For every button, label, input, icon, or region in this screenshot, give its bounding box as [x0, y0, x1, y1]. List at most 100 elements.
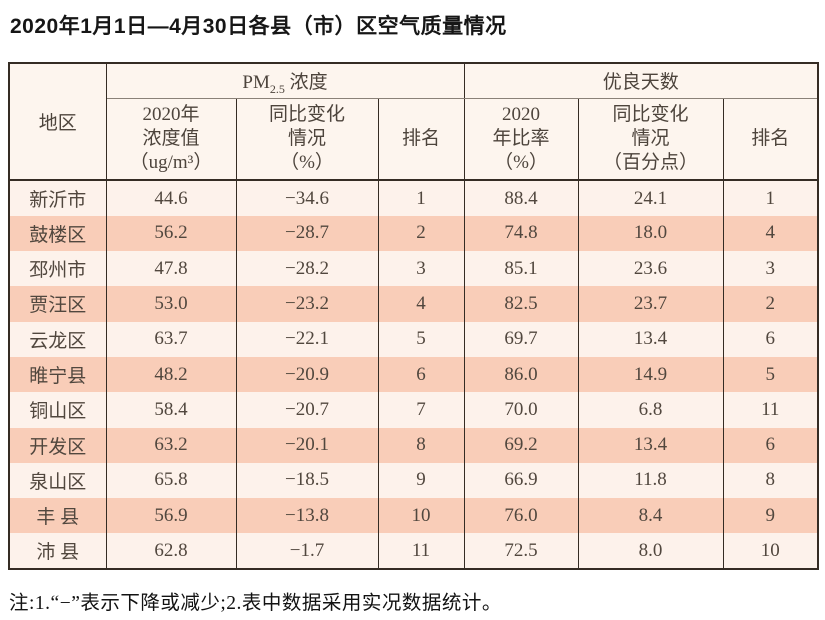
pm-value-cell: 58.4	[105, 392, 237, 428]
pm-change-cell: −23.2	[235, 286, 379, 322]
pm-rank-cell: 11	[377, 533, 465, 569]
table-row: 鼓楼区 56.2 −28.7 2 74.8 18.0 4	[8, 215, 819, 252]
good-change-cell: 23.6	[577, 251, 724, 287]
table-row: 丰 县 56.9 −13.8 10 76.0 8.4 9	[8, 498, 819, 534]
good-rank-cell: 6	[722, 427, 819, 463]
table-row: 沛 县 62.8 −1.7 11 72.5 8.0 10	[8, 533, 819, 569]
good-rate-cell: 69.2	[463, 427, 579, 463]
pm-change-cell: −28.2	[235, 251, 379, 287]
pm-rank-cell: 9	[377, 462, 465, 499]
pm-value-column-header: 2020年 浓度值 （ug/m³）	[105, 98, 237, 182]
pm-change-cell: −20.1	[235, 427, 379, 463]
table-row: 泉山区 65.8 −18.5 9 66.9 11.8 8	[8, 462, 819, 499]
air-quality-table: 地区 PM2.5 浓度 优良天数 2020年 浓度值 （ug/m³） 同比变化 …	[8, 62, 820, 570]
page-title: 2020年1月1日—4月30日各县（市）区空气质量情况	[10, 15, 507, 38]
good-rank-column-header: 排名	[722, 98, 819, 182]
table-row: 开发区 63.2 −20.1 8 69.2 13.4 6	[8, 427, 819, 463]
good-rate-cell: 76.0	[463, 498, 579, 534]
pm-rank-cell: 5	[377, 321, 465, 357]
region-cell: 睢宁县	[8, 356, 107, 393]
pm25-group-header: PM2.5 浓度	[105, 63, 465, 99]
good-rate-cell: 85.1	[463, 251, 579, 287]
pm-value-cell: 56.9	[105, 498, 237, 534]
pm-rank-cell: 8	[377, 427, 465, 463]
pm-value-cell: 48.2	[105, 356, 237, 393]
region-cell: 铜山区	[8, 392, 107, 428]
good-change-cell: 11.8	[577, 462, 724, 499]
good-rank-cell: 4	[722, 215, 819, 252]
good-change-cell: 24.1	[577, 180, 724, 216]
footnote: 注:1.“−”表示下降或减少;2.表中数据采用实况数据统计。	[9, 593, 502, 614]
pm-change-cell: −1.7	[235, 533, 379, 569]
good-rate-column-header: 2020 年比率 （%）	[463, 98, 579, 182]
pm-change-cell: −22.1	[235, 321, 379, 357]
table-header: 地区 PM2.5 浓度 优良天数 2020年 浓度值 （ug/m³） 同比变化 …	[8, 63, 819, 182]
pm25-label-suffix: 浓度	[284, 72, 328, 94]
good-days-group-header: 优良天数	[463, 63, 819, 99]
pm-change-column-header: 同比变化 情况 （%）	[235, 98, 379, 182]
region-column-header: 地区	[8, 63, 107, 182]
good-rank-cell: 2	[722, 286, 819, 322]
pm-value-cell: 47.8	[105, 251, 237, 287]
pm-change-cell: −34.6	[235, 180, 379, 216]
good-rate-cell: 82.5	[463, 286, 579, 322]
group-header-row: 地区 PM2.5 浓度 优良天数	[8, 63, 819, 182]
good-rank-cell: 6	[722, 321, 819, 357]
table-row: 云龙区 63.7 −22.1 5 69.7 13.4 6	[8, 321, 819, 357]
good-rate-cell: 72.5	[463, 533, 579, 569]
region-cell: 云龙区	[8, 321, 107, 357]
table-row: 铜山区 58.4 −20.7 7 70.0 6.8 11	[8, 392, 819, 428]
pm-value-cell: 53.0	[105, 286, 237, 322]
good-change-cell: 8.0	[577, 533, 724, 569]
pm-rank-cell: 10	[377, 498, 465, 534]
table-row: 邳州市 47.8 −28.2 3 85.1 23.6 3	[8, 251, 819, 287]
region-cell: 新沂市	[8, 180, 107, 216]
good-change-cell: 14.9	[577, 356, 724, 393]
good-rank-cell: 8	[722, 462, 819, 499]
good-rate-cell: 69.7	[463, 321, 579, 357]
good-rank-cell: 11	[722, 392, 819, 428]
good-rate-cell: 66.9	[463, 462, 579, 499]
pm-change-cell: −18.5	[235, 462, 379, 499]
pm-rank-cell: 3	[377, 251, 465, 287]
pm-change-cell: −28.7	[235, 215, 379, 252]
region-cell: 鼓楼区	[8, 215, 107, 252]
pm-rank-cell: 4	[377, 286, 465, 322]
pm-rank-cell: 1	[377, 180, 465, 216]
good-rank-cell: 3	[722, 251, 819, 287]
pm-change-cell: −20.7	[235, 392, 379, 428]
pm-value-cell: 63.7	[105, 321, 237, 357]
good-change-column-header: 同比变化 情况 （百分点）	[577, 98, 724, 182]
good-rate-cell: 70.0	[463, 392, 579, 428]
good-change-cell: 18.0	[577, 215, 724, 252]
table-body: 新沂市 44.6 −34.6 1 88.4 24.1 1 鼓楼区 56.2 −2…	[8, 180, 819, 569]
region-cell: 邳州市	[8, 251, 107, 287]
good-rank-cell: 9	[722, 498, 819, 534]
pm-rank-cell: 2	[377, 215, 465, 252]
pm25-label-prefix: PM	[242, 72, 270, 94]
good-rate-cell: 86.0	[463, 356, 579, 393]
good-change-cell: 13.4	[577, 427, 724, 463]
good-rate-cell: 88.4	[463, 180, 579, 216]
good-rate-cell: 74.8	[463, 215, 579, 252]
good-rank-cell: 10	[722, 533, 819, 569]
pm-rank-cell: 6	[377, 356, 465, 393]
pm-rank-cell: 7	[377, 392, 465, 428]
good-change-cell: 8.4	[577, 498, 724, 534]
table-row: 新沂市 44.6 −34.6 1 88.4 24.1 1	[8, 180, 819, 216]
pm-value-cell: 65.8	[105, 462, 237, 499]
sub-header-row: 2020年 浓度值 （ug/m³） 同比变化 情况 （%） 排名 2020 年比…	[9, 98, 819, 182]
pm-value-cell: 62.8	[105, 533, 237, 569]
good-rank-cell: 1	[722, 180, 819, 216]
pm-change-cell: −20.9	[235, 356, 379, 393]
region-cell: 丰 县	[8, 498, 107, 534]
pm-value-cell: 63.2	[105, 427, 237, 463]
region-cell: 泉山区	[8, 462, 107, 499]
table-row: 睢宁县 48.2 −20.9 6 86.0 14.9 5	[8, 356, 819, 393]
good-rank-cell: 5	[722, 356, 819, 393]
pm-value-cell: 56.2	[105, 215, 237, 252]
good-change-cell: 23.7	[577, 286, 724, 322]
table-row: 贾汪区 53.0 −23.2 4 82.5 23.7 2	[8, 286, 819, 322]
pm-value-cell: 44.6	[105, 180, 237, 216]
